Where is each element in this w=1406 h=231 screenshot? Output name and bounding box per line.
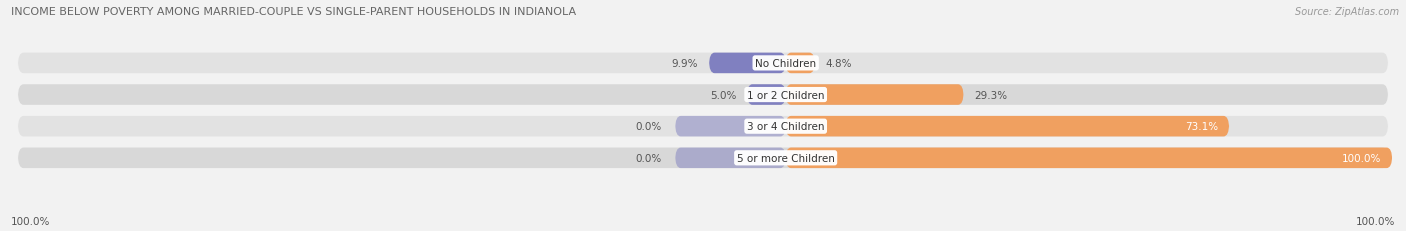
Text: 1 or 2 Children: 1 or 2 Children [747,90,824,100]
FancyBboxPatch shape [709,53,786,74]
Text: 29.3%: 29.3% [974,90,1008,100]
Text: 0.0%: 0.0% [636,153,662,163]
FancyBboxPatch shape [747,85,786,105]
FancyBboxPatch shape [18,85,1388,105]
Text: 9.9%: 9.9% [672,59,699,69]
Text: 100.0%: 100.0% [11,216,51,226]
Text: 5 or more Children: 5 or more Children [737,153,835,163]
Text: 100.0%: 100.0% [1355,216,1395,226]
FancyBboxPatch shape [675,116,786,137]
FancyBboxPatch shape [18,53,1388,74]
FancyBboxPatch shape [786,148,1392,168]
Text: INCOME BELOW POVERTY AMONG MARRIED-COUPLE VS SINGLE-PARENT HOUSEHOLDS IN INDIANO: INCOME BELOW POVERTY AMONG MARRIED-COUPL… [11,7,576,17]
Text: 4.8%: 4.8% [825,59,852,69]
Text: 73.1%: 73.1% [1185,122,1218,132]
FancyBboxPatch shape [18,116,1388,137]
FancyBboxPatch shape [675,148,786,168]
FancyBboxPatch shape [786,53,815,74]
Text: 5.0%: 5.0% [710,90,737,100]
FancyBboxPatch shape [786,85,963,105]
Text: 100.0%: 100.0% [1341,153,1381,163]
FancyBboxPatch shape [18,148,1388,168]
Text: No Children: No Children [755,59,817,69]
Text: 0.0%: 0.0% [636,122,662,132]
FancyBboxPatch shape [786,116,1229,137]
Text: 3 or 4 Children: 3 or 4 Children [747,122,824,132]
Text: Source: ZipAtlas.com: Source: ZipAtlas.com [1295,7,1399,17]
